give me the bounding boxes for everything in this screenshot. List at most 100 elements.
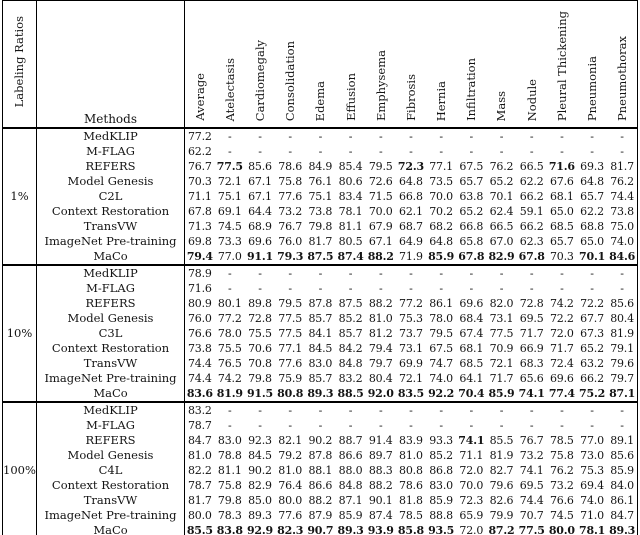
result-value: 87.4 — [337, 250, 364, 263]
result-value: - — [469, 130, 474, 143]
result-value: 78.1 — [338, 205, 363, 218]
result-value: 71.7 — [519, 327, 544, 340]
result-value: 69.5 — [519, 479, 544, 492]
table-row: 100% MedKLIP 83.2 - - - - - - - - - - - - - - — [2, 402, 638, 535]
result-value: 84.9 — [308, 160, 333, 173]
result-value: - — [469, 267, 474, 280]
result-value: 79.1 — [610, 342, 634, 355]
result-value: 68.5 — [459, 357, 484, 370]
result-value: 74.4 — [187, 357, 212, 370]
column-header-label: Emphysema — [373, 49, 388, 121]
result-value: 82.3 — [277, 524, 304, 535]
table-row: ImageNet Pre-training 69.8 73.3 69.6 76.0 81.… — [3, 234, 638, 249]
result-value: - — [258, 404, 262, 417]
result-value: 85.7 — [338, 327, 363, 340]
result-value: 82.1 — [278, 434, 302, 447]
result-value: 72.1 — [489, 357, 514, 370]
result-value: - — [228, 419, 232, 432]
result-value: 72.1 — [399, 372, 423, 385]
result-value: 87.4 — [368, 509, 393, 522]
result-value: 81.0 — [368, 312, 393, 325]
method-name: ImageNet Pre-training — [36, 234, 185, 249]
result-value: 84.6 — [609, 250, 636, 263]
result-value: 80.0 — [278, 494, 302, 507]
result-value: 89.8 — [248, 297, 272, 310]
result-value: 87.8 — [308, 449, 333, 462]
labeling-ratios-header: Labeling Ratios — [2, 0, 37, 128]
table-row: 1% MedKLIP 77.2 - - - - - - - - - - - - - - — [2, 128, 638, 265]
table-row: Model Genesis 76.0 77.2 72.8 77.5 85.7 85.2 81.… — [3, 311, 638, 326]
result-value: 70.3 — [187, 175, 212, 188]
column-header-label: Pleural Thickening — [554, 10, 569, 121]
ratio-block-10%: 10% MedKLIP 78.9 - - - - - - - - - - - - - - M-FLAG 71.6 - -… — [2, 265, 638, 402]
result-value: - — [590, 145, 594, 158]
result-value: 88.5 — [337, 387, 364, 400]
result-value: 77.2 — [187, 130, 212, 143]
result-value: 74.5 — [549, 509, 574, 522]
column-header-hernia: Hernia — [426, 1, 456, 129]
result-value: - — [348, 404, 353, 417]
result-value: - — [318, 404, 323, 417]
result-value: 75.2 — [579, 387, 606, 400]
result-value: 70.8 — [248, 357, 272, 370]
methods-header: Methods — [36, 0, 185, 128]
result-value: 67.9 — [368, 220, 393, 233]
result-value: 70.0 — [459, 479, 484, 492]
result-value: 83.6 — [186, 387, 213, 400]
result-value: 84.0 — [610, 479, 634, 492]
table-row: MaCo 83.6 81.9 91.5 80.8 89.3 88.5 92.0 83.5 92.2… — [3, 386, 638, 402]
result-value: 74.1 — [458, 434, 485, 447]
result-value: 68.2 — [429, 220, 453, 233]
result-value: 85.9 — [429, 494, 453, 507]
table-row: TransVW 81.7 79.8 85.0 80.0 88.2 87.1 90.1 81.8 8… — [3, 493, 638, 508]
result-value: 77.0 — [580, 434, 604, 447]
result-value: 77.2 — [217, 312, 242, 325]
result-value: 87.1 — [609, 387, 636, 400]
result-value: - — [258, 145, 262, 158]
result-value: - — [318, 282, 323, 295]
result-value: 79.8 — [308, 220, 333, 233]
result-value: 70.9 — [489, 342, 514, 355]
result-value: 93.3 — [429, 434, 453, 447]
result-value: 81.9 — [216, 387, 243, 400]
result-value: 85.9 — [428, 250, 455, 263]
column-header-edema: Edema — [305, 1, 335, 129]
result-value: 85.8 — [397, 524, 424, 535]
result-value: 84.8 — [338, 479, 363, 492]
result-value: 85.4 — [338, 160, 363, 173]
result-value: 76.6 — [549, 494, 574, 507]
result-value: 81.7 — [187, 494, 212, 507]
result-value: 83.0 — [308, 357, 333, 370]
table-row: REFERS 84.7 83.0 92.3 82.1 90.2 88.7 91.4 83.9 93… — [3, 433, 638, 448]
result-value: 79.6 — [489, 479, 514, 492]
result-value: 73.8 — [187, 342, 212, 355]
result-value: 75.9 — [278, 372, 302, 385]
result-value: 77.1 — [429, 160, 453, 173]
result-value: 75.8 — [278, 175, 302, 188]
result-value: 87.5 — [307, 250, 334, 263]
result-value: - — [499, 404, 504, 417]
result-value: 66.2 — [519, 220, 544, 233]
result-value: - — [529, 267, 534, 280]
result-value: 81.7 — [610, 160, 634, 173]
result-value: 76.2 — [610, 175, 634, 188]
method-name: M-FLAG — [36, 418, 185, 433]
result-value: 68.5 — [549, 220, 574, 233]
result-value: 88.0 — [338, 464, 363, 477]
result-value: 80.4 — [610, 312, 634, 325]
result-value: 92.2 — [428, 387, 455, 400]
method-name: Context Restoration — [36, 478, 185, 493]
result-value: 78.0 — [217, 327, 242, 340]
result-value: 81.8 — [399, 494, 423, 507]
result-value: 67.0 — [489, 235, 514, 248]
result-value: 75.3 — [580, 464, 604, 477]
result-value: - — [409, 404, 413, 417]
result-value: 62.2 — [580, 205, 604, 218]
result-value: 86.6 — [308, 479, 333, 492]
column-header-label: Edema — [313, 80, 328, 121]
result-value: 76.7 — [278, 220, 302, 233]
result-value: 86.1 — [429, 297, 453, 310]
result-value: 62.2 — [187, 145, 212, 158]
result-value: - — [378, 267, 383, 280]
result-value: 77.5 — [518, 524, 545, 535]
